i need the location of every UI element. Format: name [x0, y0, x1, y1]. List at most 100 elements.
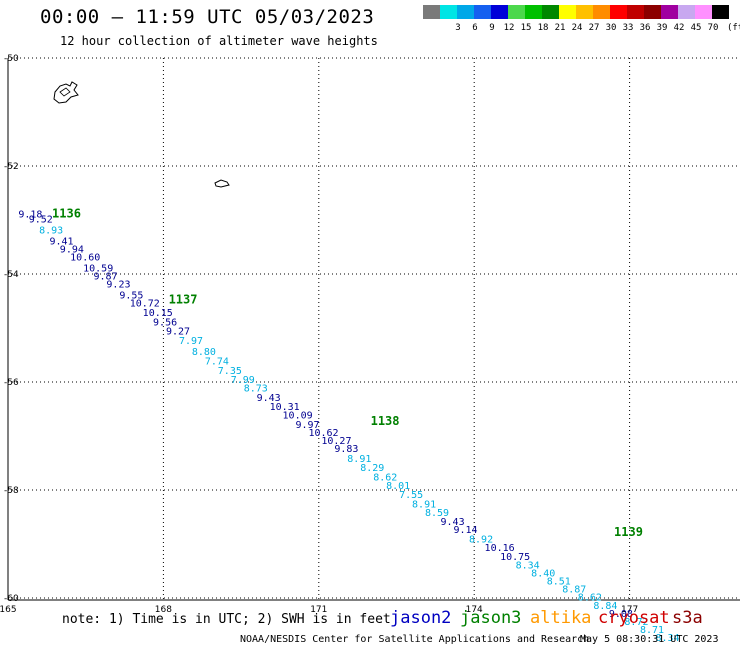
wave-height-reading: 7.99 — [231, 375, 255, 386]
legend-swatch — [542, 5, 559, 19]
latitude-tick-label: -52 — [4, 162, 19, 172]
wave-height-reading: 8.91 — [412, 499, 436, 510]
wave-height-reading: 10.15 — [143, 308, 173, 319]
latitude-tick-label: -50 — [4, 54, 19, 64]
wave-height-reading: 9.41 — [49, 236, 73, 247]
legend-swatch — [440, 5, 457, 19]
legend-label: 30 — [605, 23, 617, 33]
credit-line: NOAA/NESDIS Center for Satellite Applica… — [240, 634, 590, 645]
legend-swatch — [712, 5, 729, 19]
legend-label: 42 — [673, 23, 685, 33]
island-detail — [59, 87, 71, 97]
legend-label: 70 — [707, 23, 719, 33]
wave-height-reading: 9.18 — [18, 209, 42, 220]
legend-label: 36 — [639, 23, 651, 33]
legend-swatch — [525, 5, 542, 19]
wave-height-reading: 8.29 — [360, 463, 384, 474]
wave-height-reading: 9.08 — [609, 609, 633, 620]
legend-cryosat: cryosat — [598, 608, 670, 628]
wave-height-reading: 10.72 — [130, 298, 160, 309]
wave-height-reading: 8.84 — [593, 601, 617, 612]
track-number-label: 1138 — [371, 414, 400, 428]
wave-height-reading: 8.72 — [624, 617, 648, 628]
wave-height-reading: 8.34 — [656, 633, 680, 644]
legend-swatch — [559, 5, 576, 19]
wave-height-reading: 8.73 — [244, 384, 268, 395]
coastline — [53, 81, 230, 188]
wave-height-reading: 9.27 — [166, 326, 190, 337]
wave-height-reading: 9.23 — [106, 280, 130, 291]
legend-label: 12 — [503, 23, 515, 33]
legend-swatch — [457, 5, 474, 19]
wave-height-reading: 10.16 — [485, 543, 515, 554]
wave-height-reading: 10.62 — [308, 428, 338, 439]
wave-height-reading: 9.87 — [93, 271, 117, 282]
legend-swatch — [644, 5, 661, 19]
wave-height-reading: 10.60 — [70, 253, 100, 264]
wave-height-reading: 8.51 — [547, 577, 571, 588]
wave-height-reading: 7.55 — [399, 490, 423, 501]
latitude-tick-label: -54 — [4, 270, 19, 280]
wave-height-reading: 9.83 — [334, 444, 358, 455]
legend-altika: altika — [530, 608, 592, 628]
wave-height-reading: 9.94 — [60, 244, 84, 255]
longitude-tick-label: 165 — [0, 605, 17, 615]
legend-swatch — [491, 5, 508, 19]
longitude-tick-label: 177 — [621, 605, 638, 615]
wave-height-reading: 9.97 — [295, 420, 319, 431]
wave-height-reading: 10.27 — [321, 436, 351, 447]
wave-height-reading: 8.34 — [516, 560, 540, 571]
chart-title: 00:00 – 11:59 UTC 05/03/2023 — [40, 6, 375, 28]
latitude-tick-label: -56 — [4, 378, 19, 388]
wave-height-readings: 9.189.528.939.419.9410.6010.599.879.239.… — [18, 209, 679, 644]
longitude-tick-label: 168 — [155, 605, 172, 615]
legend-jason2: jason2 — [390, 608, 452, 628]
wave-height-reading: 9.52 — [29, 215, 53, 226]
legend-label: 24 — [571, 23, 583, 33]
footer-note: note: 1) Time is in UTC; 2) SWH is in fe… — [62, 612, 391, 627]
latitude-tick-label: -58 — [4, 486, 19, 496]
wave-height-reading: 8.92 — [469, 534, 493, 545]
wave-height-reading: 10.09 — [283, 411, 313, 422]
legend-swatch — [610, 5, 627, 19]
legend-label: 9 — [489, 23, 495, 33]
wave-height-reading: 10.59 — [83, 263, 113, 274]
legend-label: 6 — [472, 23, 478, 33]
legend-label: 27 — [588, 23, 600, 33]
wave-height-reading: 8.62 — [373, 472, 397, 483]
wave-height-reading: 8.87 — [562, 585, 586, 596]
axis-tick-labels: 165 168 171 174 177 -50 -52 -54 -56 -58 -60 — [0, 54, 638, 615]
wave-height-reading: 7.74 — [205, 357, 229, 368]
generation-timestamp: May 5 08:30:31 UTC 2023 — [580, 634, 719, 645]
legend-label: 15 — [520, 23, 532, 33]
wave-height-reading: 8.93 — [39, 226, 63, 237]
legend-jason3: jason3 — [460, 608, 522, 628]
legend-swatch — [695, 5, 712, 19]
longitude-tick-label: 171 — [310, 605, 327, 615]
latitude-tick-label: -60 — [4, 594, 19, 604]
graticule — [7, 57, 740, 601]
wave-height-reading: 7.35 — [218, 366, 242, 377]
legend-swatch — [678, 5, 695, 19]
legend-swatch — [423, 5, 440, 19]
wave-height-reading: 9.43 — [257, 393, 281, 404]
wave-height-reading: 9.14 — [453, 525, 477, 536]
small-island — [214, 179, 230, 188]
wave-height-reading: 9.56 — [153, 317, 177, 328]
wave-height-reading: 7.97 — [179, 336, 203, 347]
legend-label: 33 — [622, 23, 634, 33]
legend-swatch — [627, 5, 644, 19]
legend-label: 39 — [656, 23, 668, 33]
wave-height-reading: 8.40 — [531, 568, 555, 579]
wave-height-reading: 8.01 — [386, 481, 410, 492]
legend-swatch — [661, 5, 678, 19]
wave-height-reading: 8.59 — [425, 508, 449, 519]
wave-height-reading: 9.55 — [119, 290, 143, 301]
wave-height-reading: 8.62 — [578, 593, 602, 604]
wave-height-reading: 8.71 — [640, 625, 664, 636]
wave-height-reading: 8.91 — [347, 454, 371, 465]
wave-height-reading: 10.31 — [270, 402, 300, 413]
legend-swatch — [508, 5, 525, 19]
legend-swatch — [593, 5, 610, 19]
